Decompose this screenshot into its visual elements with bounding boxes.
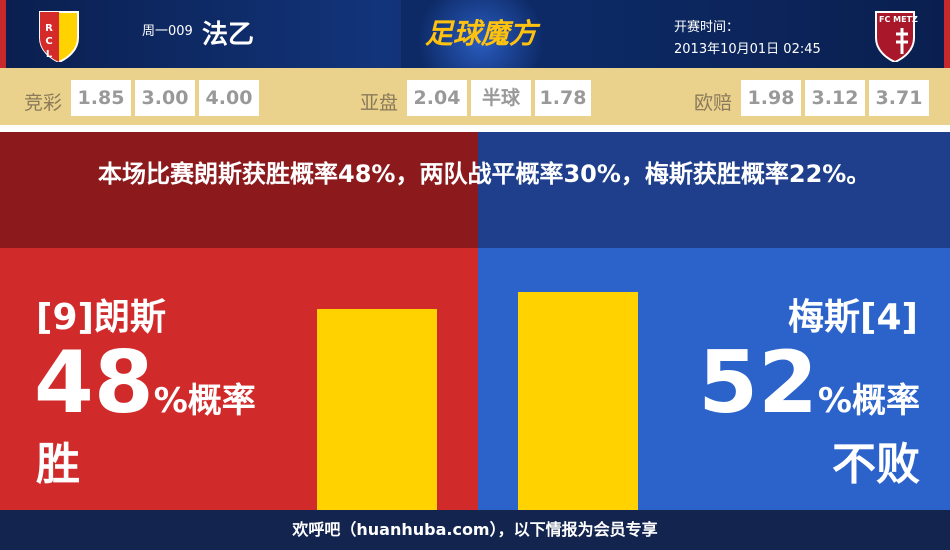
prediction-panel: 本场比赛朗斯获胜概率48%，两队战平概率30%，梅斯获胜概率22%。 [9]朗斯…	[0, 132, 950, 510]
header: RCL 周一009 法乙 足球魔方 开赛时间： 2013年10月01日 02:4…	[0, 0, 950, 68]
odds-bar: 竞彩 1.85 3.00 4.00 亚盘 2.04 半球 1.78 欧赔 1.9…	[0, 68, 950, 125]
yapan-line: 半球	[471, 80, 531, 116]
oupei-odd: 1.98	[741, 80, 801, 116]
home-team-logo	[39, 11, 79, 62]
jingcai-odd: 4.00	[199, 80, 259, 116]
oupei-odd: 3.12	[805, 80, 865, 116]
brand-logo: 足球魔方	[401, 0, 561, 68]
oupei-odd: 3.71	[869, 80, 929, 116]
yapan-odd: 1.78	[535, 80, 591, 116]
home-team-name: [9]朗斯	[36, 297, 166, 338]
jingcai-label: 竞彩	[24, 92, 63, 114]
oupei-label: 欧赔	[694, 92, 733, 114]
match-round: 周一009	[142, 24, 193, 39]
away-team-logo: FC METZ	[875, 11, 918, 62]
home-probability-bar	[317, 308, 437, 510]
yapan-label: 亚盘	[360, 92, 399, 114]
yapan-odd: 2.04	[407, 80, 467, 116]
jingcai-odd: 1.85	[71, 80, 131, 116]
svg-text:FC METZ: FC METZ	[879, 15, 918, 24]
kickoff-time: 2013年10月01日 02:45	[674, 42, 821, 57]
jingcai-odd: 3.00	[135, 80, 195, 116]
away-probability-bar	[518, 292, 638, 510]
away-result: 不败	[832, 439, 920, 490]
league-name: 法乙	[202, 20, 255, 50]
home-result: 胜	[36, 439, 80, 490]
prediction-summary: 本场比赛朗斯获胜概率48%，两队战平概率30%，梅斯获胜概率22%。	[98, 160, 871, 188]
home-logo-letters: RCL	[45, 23, 53, 60]
home-probability: 48%概率	[34, 333, 256, 433]
member-notice: 欢呼吧（huanhuba.com），以下情报为会员专享	[0, 510, 950, 550]
kickoff-label: 开赛时间：	[674, 20, 740, 35]
away-probability: 52%概率	[698, 333, 920, 433]
away-team-name: 梅斯[4]	[788, 297, 918, 338]
